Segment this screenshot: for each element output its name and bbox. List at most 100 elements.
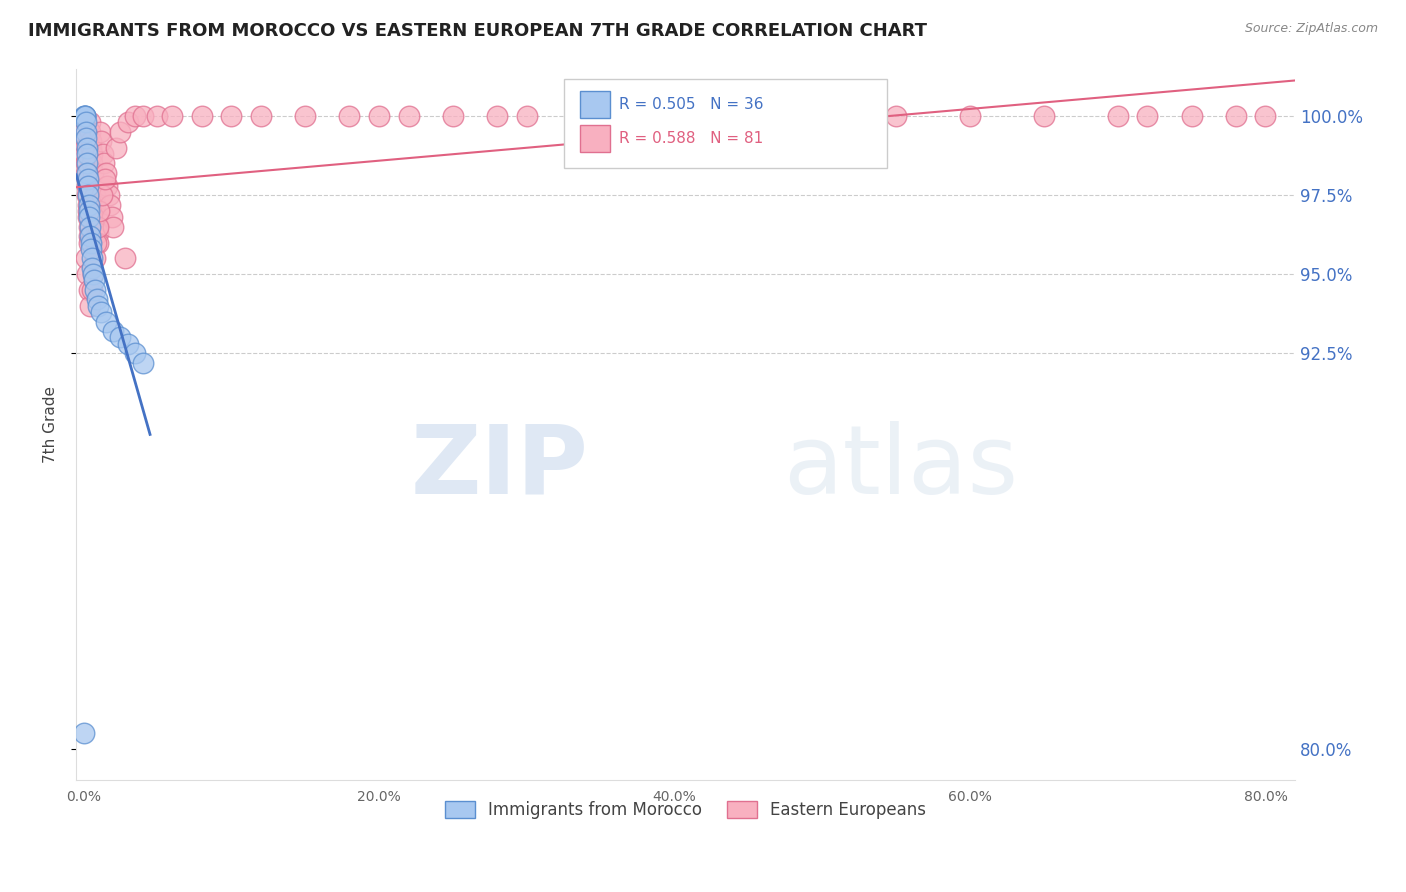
Point <box>368 109 391 123</box>
Point <box>124 109 146 123</box>
Point <box>664 109 686 123</box>
Point <box>73 140 96 154</box>
Point <box>89 125 111 139</box>
Point <box>77 229 100 244</box>
Point <box>250 109 273 123</box>
Point <box>93 156 115 170</box>
Point <box>76 178 98 193</box>
Point <box>1107 109 1129 123</box>
Point <box>76 172 98 186</box>
Point <box>811 109 834 123</box>
Point <box>486 109 509 123</box>
Point <box>94 172 117 186</box>
Point <box>80 252 103 266</box>
Point <box>75 115 97 129</box>
Point <box>114 252 136 266</box>
Point <box>516 109 538 123</box>
Point <box>86 226 108 240</box>
Point <box>1136 109 1159 123</box>
Point <box>1181 109 1204 123</box>
Point <box>87 235 110 250</box>
Point <box>441 109 464 123</box>
Point <box>73 109 96 123</box>
Point <box>82 156 104 170</box>
Point <box>90 305 112 319</box>
Point <box>86 293 108 307</box>
Point <box>105 140 128 154</box>
Point <box>97 188 120 202</box>
Point <box>75 166 97 180</box>
Point <box>131 109 153 123</box>
Text: R = 0.505   N = 36: R = 0.505 N = 36 <box>619 97 763 112</box>
Point <box>294 109 316 123</box>
Text: atlas: atlas <box>783 421 1018 514</box>
Point <box>90 134 112 148</box>
Point <box>84 219 107 234</box>
Point <box>94 166 117 180</box>
Point <box>117 115 139 129</box>
Point <box>77 219 100 234</box>
Point <box>110 330 132 344</box>
Point <box>91 147 114 161</box>
Point <box>73 109 96 123</box>
Point <box>80 140 103 154</box>
Point <box>77 211 100 225</box>
Text: ZIP: ZIP <box>411 421 588 514</box>
Point <box>98 197 121 211</box>
Point <box>79 229 101 244</box>
Point <box>83 273 105 287</box>
Point <box>79 235 101 250</box>
Point <box>146 109 169 123</box>
Point <box>76 267 98 281</box>
Point <box>82 267 104 281</box>
Point <box>73 109 96 123</box>
Bar <box>579 125 610 152</box>
Point <box>76 156 98 170</box>
Text: R = 0.588   N = 81: R = 0.588 N = 81 <box>619 131 763 145</box>
Point <box>76 147 98 161</box>
Point <box>73 134 96 148</box>
Point <box>76 172 98 186</box>
Point <box>77 283 100 297</box>
Point <box>77 188 100 202</box>
Point <box>84 235 107 250</box>
Point <box>86 219 108 234</box>
Point <box>737 109 759 123</box>
Point <box>75 156 97 170</box>
Point <box>76 140 98 154</box>
Point <box>589 109 612 123</box>
Point <box>76 197 98 211</box>
Bar <box>579 91 610 119</box>
Point <box>101 219 124 234</box>
Point <box>76 166 98 180</box>
Point <box>83 203 105 218</box>
Point <box>80 242 103 256</box>
Point <box>75 125 97 139</box>
Point <box>75 109 97 123</box>
Point <box>79 115 101 129</box>
Point <box>96 178 118 193</box>
Point <box>79 299 101 313</box>
Point <box>84 197 107 211</box>
Point <box>79 211 101 225</box>
Point <box>75 252 97 266</box>
Point <box>1032 109 1054 123</box>
Text: Source: ZipAtlas.com: Source: ZipAtlas.com <box>1244 22 1378 36</box>
Point <box>82 260 104 275</box>
Point <box>83 252 105 266</box>
Point <box>77 203 100 218</box>
Point <box>76 188 98 202</box>
Point <box>79 125 101 139</box>
Point <box>190 109 212 123</box>
Y-axis label: 7th Grade: 7th Grade <box>44 386 58 463</box>
Point <box>73 125 96 139</box>
Point <box>75 131 97 145</box>
Point <box>100 211 122 225</box>
Point <box>79 134 101 148</box>
Point <box>398 109 420 123</box>
Point <box>73 726 96 740</box>
Point <box>124 346 146 360</box>
FancyBboxPatch shape <box>564 79 887 169</box>
Point <box>79 235 101 250</box>
Point <box>110 125 132 139</box>
